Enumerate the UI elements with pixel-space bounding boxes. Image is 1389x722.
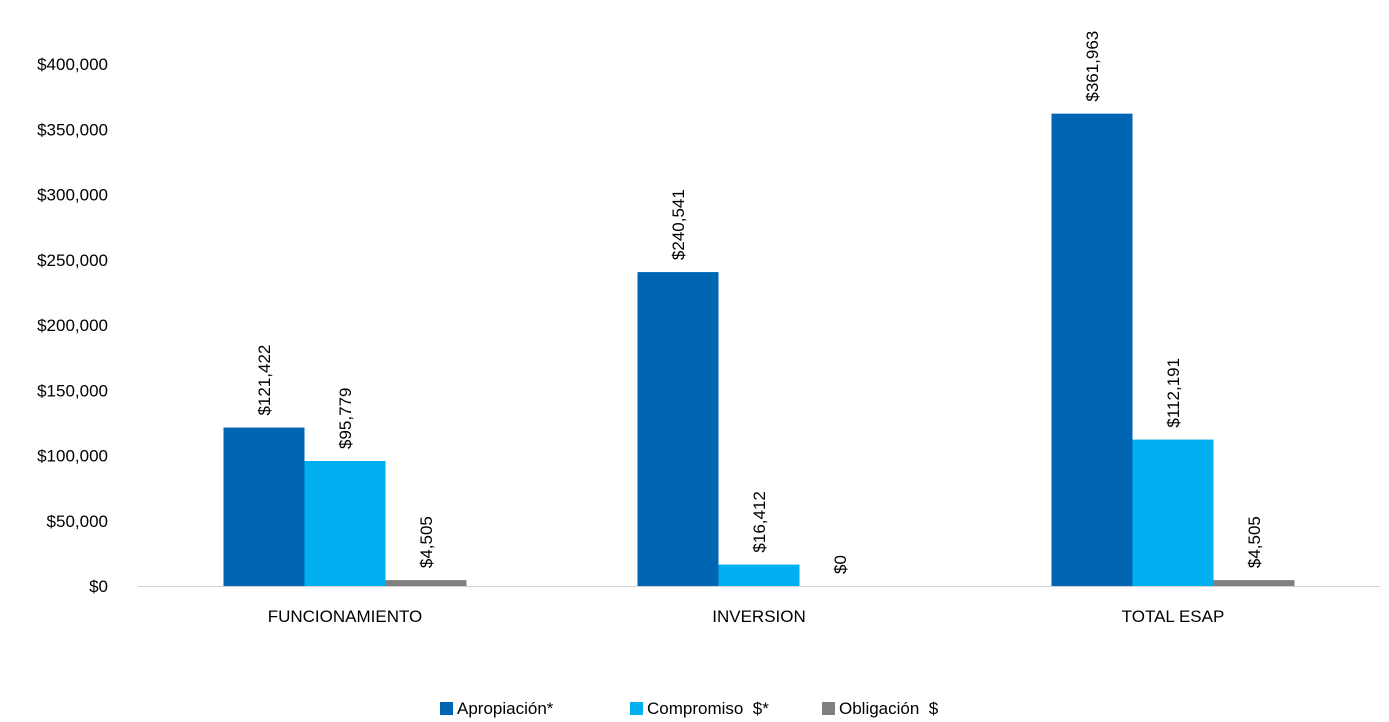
legend-label: Compromiso $* [647, 699, 769, 718]
y-tick-label: $300,000 [37, 186, 108, 205]
data-label: $361,963 [1083, 31, 1102, 102]
legend-swatch [630, 702, 643, 715]
y-tick-label: $400,000 [37, 55, 108, 74]
x-category-label: FUNCIONAMIENTO [268, 607, 423, 626]
x-category-label: INVERSION [712, 607, 806, 626]
bar-compromiso-inversion [718, 564, 800, 586]
y-tick-label: $250,000 [37, 251, 108, 270]
legend-label: Apropiación* [457, 699, 554, 718]
data-label: $4,505 [417, 516, 436, 568]
bars-group [223, 113, 1295, 587]
y-tick-label: $150,000 [37, 381, 108, 400]
data-label: $95,779 [336, 388, 355, 449]
legend: Apropiación* Compromiso $* Obligación $ [440, 699, 939, 718]
category-labels-group: FUNCIONAMIENTO INVERSION TOTAL ESAP [268, 607, 1225, 626]
data-label: $4,505 [1245, 516, 1264, 568]
y-tick-label: $0 [89, 577, 108, 596]
bar-compromiso-total-esap [1132, 439, 1214, 586]
data-label: $112,191 [1164, 358, 1183, 428]
bar-obligaci-n-funcionamiento [385, 580, 467, 586]
bar-apropiaci-n-total-esap [1051, 113, 1133, 587]
data-label: $16,412 [750, 491, 769, 552]
legend-swatch [822, 702, 835, 715]
y-tick-label: $350,000 [37, 120, 108, 139]
y-tick-label: $100,000 [37, 447, 108, 466]
bar-obligaci-n-total-esap [1213, 580, 1295, 586]
y-tick-label: $50,000 [47, 512, 108, 531]
legend-label: Obligación $ [839, 699, 939, 718]
data-label: $240,541 [669, 189, 688, 260]
data-label: $121,422 [255, 345, 274, 416]
data-label: $0 [831, 555, 850, 574]
legend-swatch [440, 702, 453, 715]
bar-compromiso-funcionamiento [304, 461, 386, 586]
x-category-label: TOTAL ESAP [1122, 607, 1225, 626]
data-labels-group: $121,422 $95,779 $4,505 $240,541 $16,412 $0 $3… [255, 31, 1264, 574]
bar-apropiaci-n-inversion [637, 272, 719, 586]
y-axis-tick-labels: $0 $50,000 $100,000 $150,000 $200,000 $250,00… [37, 55, 108, 596]
bar-apropiaci-n-funcionamiento [223, 427, 305, 586]
y-tick-label: $200,000 [37, 316, 108, 335]
